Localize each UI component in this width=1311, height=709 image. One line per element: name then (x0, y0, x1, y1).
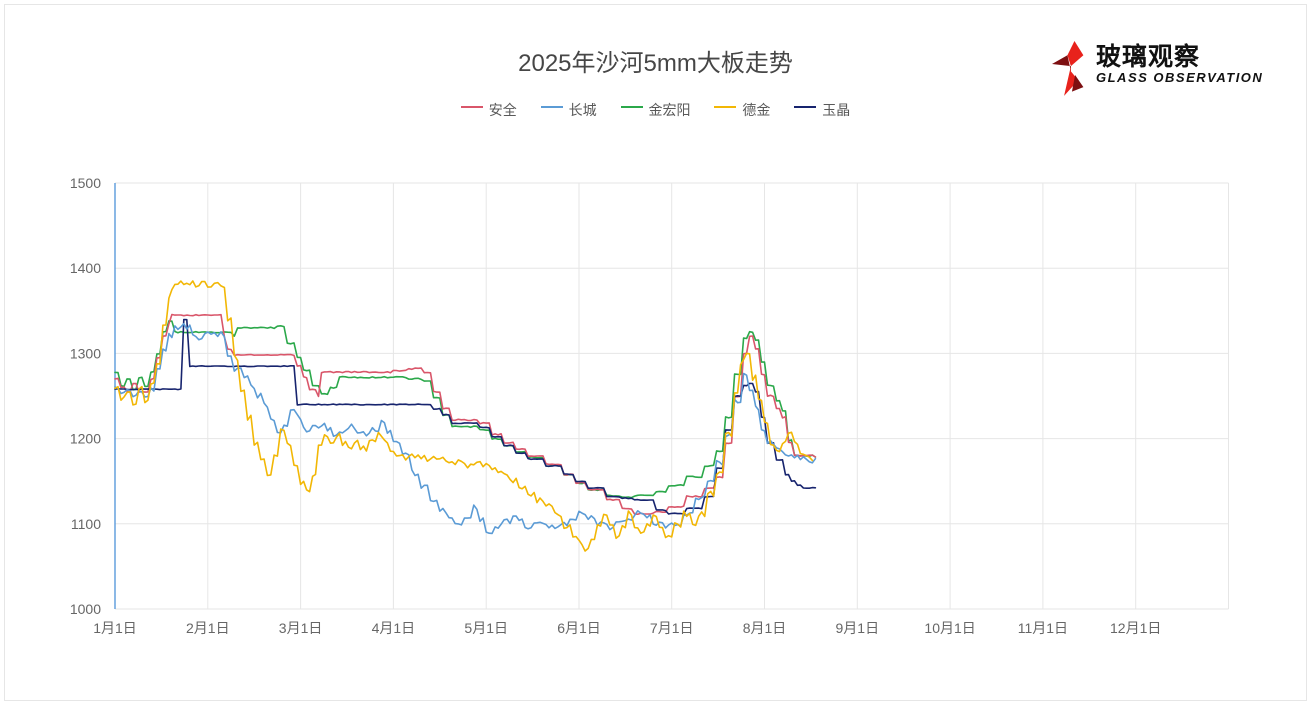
svg-text:10月1日: 10月1日 (924, 620, 975, 636)
svg-text:1300: 1300 (70, 345, 101, 361)
svg-text:1200: 1200 (70, 431, 101, 447)
svg-text:2月1日: 2月1日 (186, 620, 230, 636)
svg-text:1500: 1500 (70, 175, 101, 191)
svg-text:6月1日: 6月1日 (557, 620, 601, 636)
svg-text:5月1日: 5月1日 (464, 620, 508, 636)
svg-text:1000: 1000 (70, 601, 101, 617)
svg-text:8月1日: 8月1日 (743, 620, 787, 636)
svg-text:3月1日: 3月1日 (279, 620, 323, 636)
svg-text:1月1日: 1月1日 (93, 620, 137, 636)
svg-text:9月1日: 9月1日 (836, 620, 880, 636)
svg-text:4月1日: 4月1日 (372, 620, 416, 636)
svg-text:7月1日: 7月1日 (650, 620, 694, 636)
svg-text:12月1日: 12月1日 (1110, 620, 1161, 636)
svg-text:11月1日: 11月1日 (1018, 620, 1068, 636)
svg-text:1400: 1400 (70, 260, 101, 276)
svg-text:1100: 1100 (71, 516, 101, 532)
